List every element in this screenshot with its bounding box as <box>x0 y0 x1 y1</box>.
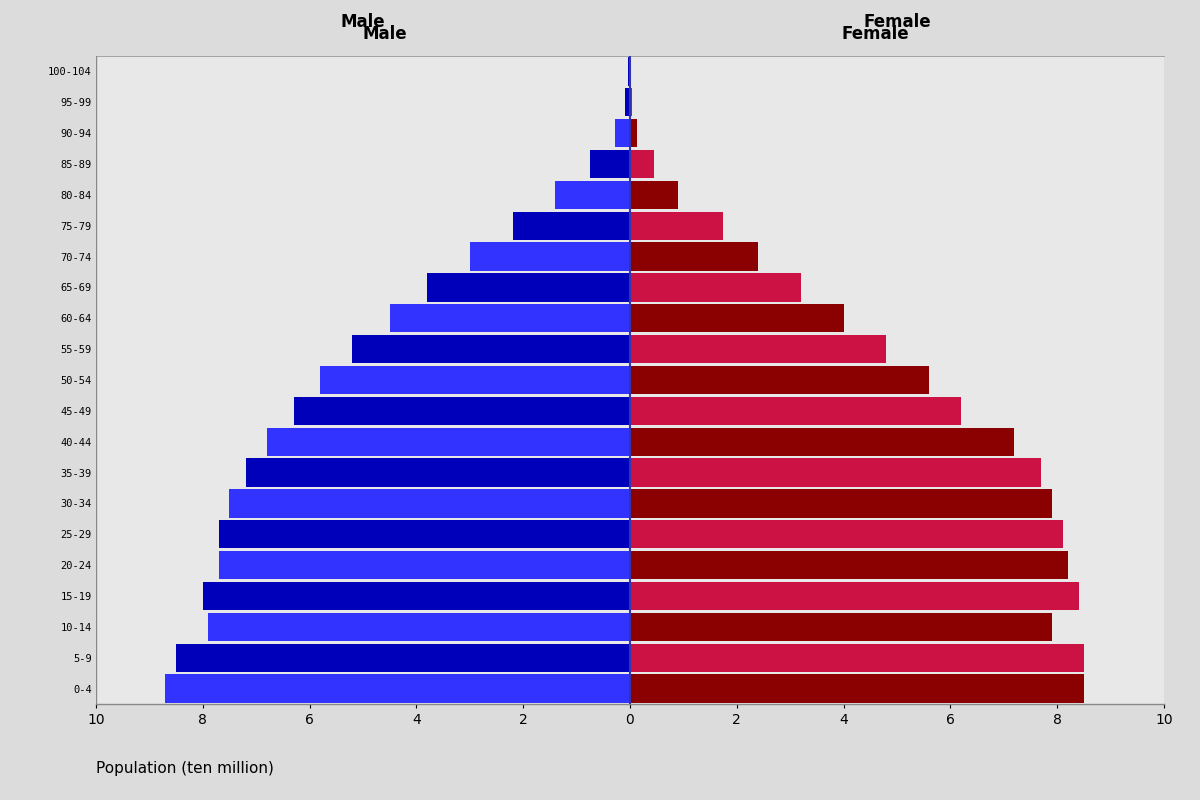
Text: Male: Male <box>362 25 407 43</box>
Bar <box>630 366 929 394</box>
Bar <box>630 397 961 425</box>
Bar <box>630 181 678 209</box>
Bar <box>470 242 630 270</box>
Bar <box>176 643 630 672</box>
Bar <box>630 274 800 302</box>
Bar <box>390 304 630 333</box>
Bar <box>320 366 630 394</box>
Bar <box>630 150 654 178</box>
Bar <box>630 582 1079 610</box>
Bar <box>218 551 630 579</box>
Bar <box>630 613 1052 641</box>
Bar <box>625 88 630 117</box>
Bar <box>630 458 1042 486</box>
Text: Population (ten million): Population (ten million) <box>96 761 274 776</box>
Bar <box>427 274 630 302</box>
Bar <box>556 181 630 209</box>
Bar <box>616 119 630 147</box>
Bar <box>630 211 724 240</box>
Bar <box>203 582 630 610</box>
Bar <box>630 643 1084 672</box>
Bar <box>266 427 630 456</box>
Bar <box>294 397 630 425</box>
Bar <box>246 458 630 486</box>
Bar <box>630 427 1014 456</box>
Bar <box>628 58 630 86</box>
Bar <box>630 119 637 147</box>
Bar <box>630 674 1084 702</box>
Text: Female: Female <box>842 25 910 43</box>
Text: Male: Male <box>341 14 385 31</box>
Bar <box>512 211 630 240</box>
Bar <box>166 674 630 702</box>
Bar <box>208 613 630 641</box>
Bar <box>630 304 844 333</box>
Bar <box>630 490 1052 518</box>
Bar <box>218 520 630 549</box>
Bar <box>630 335 887 363</box>
Text: Female: Female <box>863 14 931 31</box>
Bar <box>229 490 630 518</box>
Bar <box>630 551 1068 579</box>
Bar <box>353 335 630 363</box>
Bar <box>630 88 632 117</box>
Bar <box>590 150 630 178</box>
Bar <box>630 242 758 270</box>
Bar <box>630 520 1062 549</box>
